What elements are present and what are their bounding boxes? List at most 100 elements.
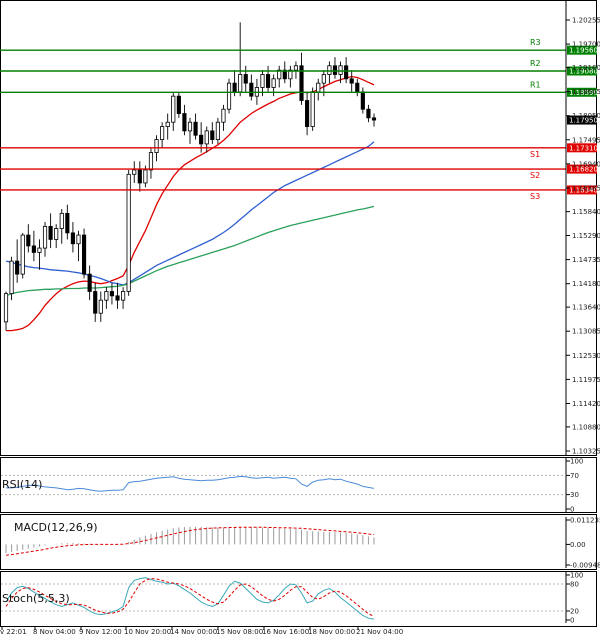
candle-bullish (20, 234, 25, 275)
candle-bullish (215, 121, 220, 140)
price-tick-label: 1.11975 (572, 376, 600, 384)
macd-tick-label: 0.011235 (570, 517, 600, 525)
macd-label: MACD(12,26,9) (14, 521, 98, 534)
candle-bearish (243, 74, 248, 84)
price-tick-label: 1.11420 (572, 400, 600, 408)
candle-bearish (299, 65, 304, 101)
candle-bearish (232, 82, 237, 93)
level-name-r1: R1 (530, 80, 541, 89)
candle-bearish (360, 91, 365, 110)
time-tick-label: 8 Nov 04:00 (33, 628, 76, 636)
candle-bearish (199, 134, 204, 145)
candle-bullish (42, 225, 48, 249)
candle-bullish (277, 69, 282, 80)
time-tick-label: 14 Nov 00:00 (170, 628, 217, 636)
price-tick-label: 1.10325 (572, 448, 600, 456)
level-name-s2: S2 (530, 171, 540, 180)
level-price-label: 1.17310 (569, 144, 598, 152)
rsi-line (6, 475, 375, 492)
candle-bearish (182, 113, 187, 132)
current-price-label: 1.17950 (569, 117, 598, 125)
candle-bullish (154, 139, 159, 153)
level-price-tag (567, 66, 597, 76)
candle-bearish (137, 169, 142, 184)
moving-average-line (5, 141, 375, 286)
candle-bearish (15, 260, 20, 275)
candle-bullish (9, 260, 14, 295)
candle-bearish (81, 234, 87, 275)
candle-bearish (48, 225, 53, 240)
price-axis: 1.20255 1.19700 1.19160 1.18605 1.18050 1.174… (565, 1, 600, 456)
candle-bearish (176, 95, 181, 114)
rsi-tick-label: 0 (570, 506, 574, 514)
candle-bearish (282, 69, 287, 80)
candle-bullish (310, 91, 315, 127)
candle-bullish (321, 74, 326, 84)
candle-bearish (31, 245, 36, 253)
candle-bearish (332, 65, 338, 75)
candle-bullish (221, 108, 226, 123)
price-tick-label: 1.12530 (572, 352, 600, 360)
candle-bullish (98, 299, 103, 314)
candle-bullish (204, 130, 209, 145)
candle-bearish (355, 82, 360, 93)
macd-tick-label: 0.00 (570, 541, 586, 549)
candle-bullish (37, 247, 42, 253)
candle-bearish (26, 234, 31, 247)
current-price-tag (567, 115, 597, 125)
macd-layer: 0.011235 0.00 -0.009486 (5, 517, 600, 570)
time-tick-label: 10 Nov 20:00 (124, 628, 171, 636)
candle-bullish (121, 291, 126, 301)
candle-bullish (160, 126, 165, 140)
rsi-panel-frame (0, 457, 597, 513)
price-tick-label: 1.20255 (572, 17, 600, 25)
rsi-tick-label: 30 (570, 491, 579, 499)
price-tick-label: 1.10880 (572, 423, 600, 431)
candle-bearish (109, 291, 115, 297)
stoch-tick-label: 0 (570, 617, 574, 625)
candle-bullish (104, 291, 109, 301)
candle-bullish (238, 74, 243, 93)
candle-bearish (210, 130, 215, 140)
level-price-label: 1.19560 (569, 47, 598, 55)
candle-bearish (344, 65, 349, 80)
level-price-label: 1.16820 (569, 166, 598, 174)
rsi-tick-label: 70 (570, 472, 579, 480)
candle-bearish (249, 82, 254, 97)
time-tick-label: 21 Nov 04:00 (356, 628, 403, 636)
candle-bullish (3, 293, 9, 323)
price-tick-label: 1.14735 (572, 256, 600, 264)
level-price-label: 1.19080 (569, 67, 598, 75)
level-price-tag (567, 185, 597, 195)
candle-bullish (143, 169, 148, 184)
price-tick-label: 1.15290 (572, 232, 600, 240)
level-price-label: 1.18590 (569, 89, 598, 97)
price-tick-label: 1.16940 (572, 160, 600, 168)
level-price-tag (567, 143, 597, 153)
candle-bullish (148, 152, 154, 171)
candle-bearish (115, 295, 120, 301)
price-tick-label: 1.18050 (572, 112, 600, 120)
candle-bearish (366, 108, 371, 119)
candle-bullish (226, 82, 232, 110)
macd-tick-label: -0.009486 (570, 562, 600, 570)
price-tick-label: 1.13085 (572, 328, 600, 336)
levels-layer: R3 1.19560 R2 1.19080 R1 1.18590 S1 1.17310 S2 1.… (0, 38, 598, 201)
time-tick-label: v 22:01 (0, 628, 27, 636)
stoch-label: Stoch(5,5,3) (2, 592, 70, 605)
candle-bearish (70, 232, 75, 245)
time-tick-label: 16 Nov 16:00 (262, 628, 309, 636)
time-axis: v 22:01 8 Nov 04:00 9 Nov 12:00 10 Nov 20:0… (0, 627, 403, 636)
time-tick-label: 9 Nov 12:00 (79, 628, 122, 636)
level-name-r2: R2 (530, 59, 541, 68)
price-tick-label: 1.13640 (572, 304, 600, 312)
moving-average-line (5, 205, 375, 297)
level-name-s3: S3 (530, 192, 540, 201)
candle-bullish (316, 82, 321, 93)
candle-bullish (54, 228, 59, 240)
candle-bullish (187, 121, 193, 132)
level-price-tag (567, 87, 597, 97)
stoch-k-line (5, 577, 375, 620)
candle-bullish (126, 173, 131, 292)
